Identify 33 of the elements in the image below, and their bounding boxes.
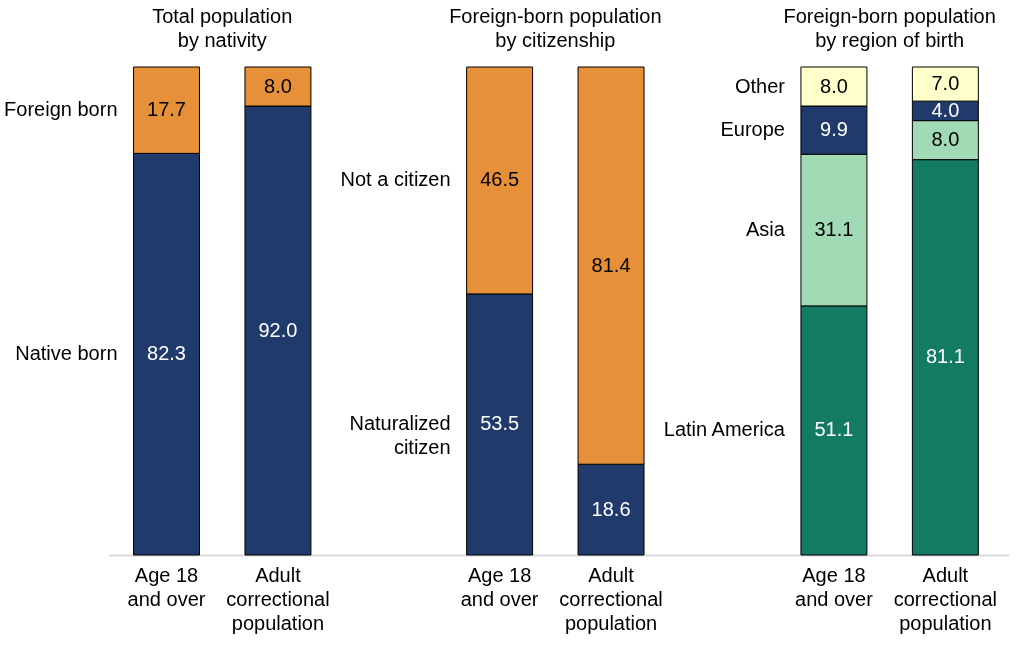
data-label: 51.1 <box>814 418 854 441</box>
data-label: 46.5 <box>480 168 520 191</box>
series-label: Latin America <box>663 418 786 441</box>
data-label: 18.6 <box>591 497 631 520</box>
x-tick-label: Adult correctional population <box>226 563 330 634</box>
series-label: Foreign born <box>4 98 118 121</box>
chart-title: Foreign-born population by citizenship <box>449 4 662 51</box>
x-tick-label: Age 18 and over <box>127 563 206 610</box>
data-label: 81.4 <box>591 253 631 276</box>
data-label: 17.7 <box>147 98 186 121</box>
series-label: Europe <box>720 118 785 141</box>
x-tick-label: Age 18 and over <box>460 563 539 610</box>
data-label: 82.3 <box>147 342 186 365</box>
x-tick-label: Adult correctional population <box>893 563 998 634</box>
x-tick-label: Adult correctional population <box>559 563 663 634</box>
series-label: Naturalized citizen <box>349 412 451 459</box>
data-label: 9.9 <box>820 118 848 141</box>
chart-title: Foreign-born population by region of birth <box>783 4 996 51</box>
x-tick-label: Age 18 and over <box>795 563 874 610</box>
data-label: 81.1 <box>925 345 965 368</box>
series-label: Other <box>734 74 786 97</box>
data-label: 4.0 <box>931 98 960 121</box>
series-label: Asia <box>746 218 786 241</box>
data-label: 7.0 <box>931 72 960 95</box>
series-label: Native born <box>15 342 118 365</box>
chart-title: Total population by nativity <box>152 4 293 51</box>
data-label: 31.1 <box>814 218 854 241</box>
data-label: 92.0 <box>258 318 298 341</box>
data-label: 8.0 <box>931 128 960 151</box>
data-label: 8.0 <box>820 74 848 97</box>
series-label: Not a citizen <box>340 168 451 191</box>
data-label: 8.0 <box>264 74 292 97</box>
data-label: 53.5 <box>480 412 520 435</box>
